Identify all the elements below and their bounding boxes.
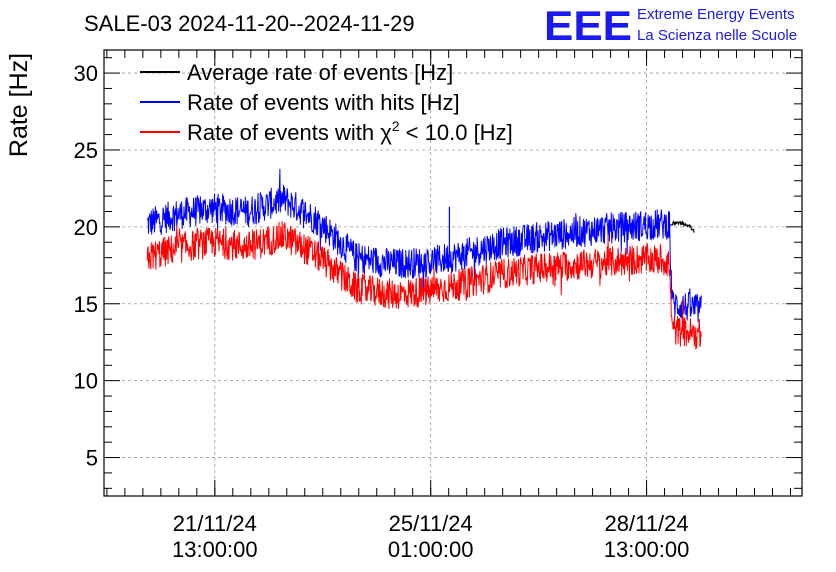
x-tick-label-time: 01:00:00 xyxy=(388,537,474,562)
y-tick-label: 5 xyxy=(86,446,98,471)
x-tick-label-date: 21/11/24 xyxy=(173,511,257,536)
legend-label: Rate of events with χ2 < 10.0 [Hz] xyxy=(187,118,513,145)
y-tick-label: 15 xyxy=(74,292,98,317)
brand-line-2: La Scienza nelle Scuole xyxy=(637,27,797,44)
plot-area xyxy=(104,50,802,496)
series-0 xyxy=(670,219,695,233)
x-tick-label-time: 13:00:00 xyxy=(604,537,690,562)
axes: 5101520253021/11/2413:00:0025/11/2401:00… xyxy=(74,50,802,562)
y-tick-label: 20 xyxy=(74,215,98,240)
y-tick-label: 10 xyxy=(74,369,98,394)
legend-label: Rate of events with hits [Hz] xyxy=(187,90,460,115)
y-axis-label: Rate [Hz] xyxy=(5,53,33,157)
series-2 xyxy=(146,221,702,350)
chart-title: SALE-03 2024-11-20--2024-11-29 xyxy=(84,11,415,36)
eee-logo: EEE xyxy=(544,2,632,49)
series-line xyxy=(670,219,695,233)
series-layer xyxy=(146,168,702,350)
x-tick-label-date: 25/11/24 xyxy=(389,511,473,536)
legend: Average rate of events [Hz] Rate of event… xyxy=(140,60,513,145)
series-line xyxy=(146,221,702,350)
series-line xyxy=(146,168,702,323)
y-tick-label: 25 xyxy=(74,138,98,163)
legend-label: Average rate of events [Hz] xyxy=(187,60,453,85)
series-1 xyxy=(146,168,702,323)
brand-line-1: Extreme Energy Events xyxy=(637,6,795,23)
x-tick-label-time: 13:00:00 xyxy=(172,537,258,562)
eee-logo-text: EEE xyxy=(544,2,632,49)
y-tick-label: 30 xyxy=(74,61,98,86)
x-tick-label-date: 28/11/24 xyxy=(605,511,689,536)
